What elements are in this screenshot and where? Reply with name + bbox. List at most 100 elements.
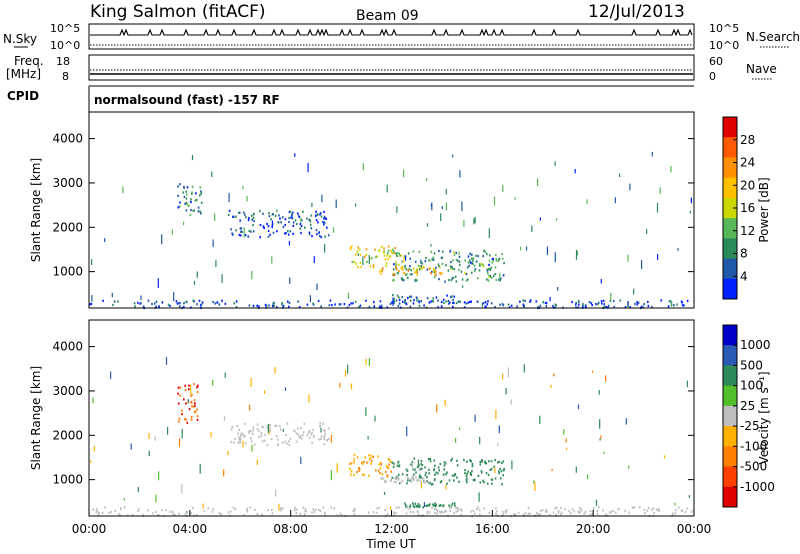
velocity-point	[466, 477, 468, 480]
velocity-point	[417, 479, 420, 482]
velocity-point	[419, 504, 421, 507]
power-point	[482, 302, 485, 305]
power-point	[332, 227, 335, 233]
velocity-point	[502, 474, 504, 477]
velocity-point	[246, 510, 249, 513]
power-point	[445, 264, 447, 267]
power-point	[660, 299, 662, 302]
power-point	[603, 303, 605, 306]
power-point	[433, 270, 435, 273]
power-point	[401, 266, 403, 269]
power-point	[243, 211, 245, 214]
power-point	[555, 304, 557, 307]
power-point	[395, 252, 397, 255]
velocity-point	[234, 508, 237, 511]
power-colorbar-segment	[723, 137, 737, 158]
power-point	[398, 263, 400, 266]
power-point	[614, 197, 616, 204]
power-point	[245, 216, 247, 219]
power-point	[578, 303, 580, 306]
velocity-xtick-label: 04:00	[173, 522, 208, 536]
power-point	[309, 219, 312, 222]
velocity-xtick-label: 16:00	[475, 522, 510, 536]
velocity-point	[172, 514, 175, 517]
velocity-ytick-label: 2000	[52, 428, 83, 442]
power-point	[524, 299, 526, 302]
velocity-point	[436, 512, 438, 515]
velocity-point	[361, 462, 364, 465]
velocity-point	[395, 478, 398, 481]
power-point	[438, 249, 440, 253]
power-point	[471, 271, 473, 274]
velocity-point	[498, 425, 500, 434]
velocity-point	[377, 455, 379, 458]
velocity-point	[464, 472, 466, 475]
velocity-point	[350, 473, 352, 476]
velocity-point	[349, 467, 351, 470]
power-point	[603, 305, 606, 309]
power-point	[308, 233, 311, 236]
velocity-point	[444, 399, 446, 407]
velocity-point	[497, 461, 499, 464]
velocity-point	[130, 443, 132, 450]
velocity-point	[190, 401, 193, 404]
power-point	[316, 213, 319, 216]
power-point	[314, 214, 317, 217]
velocity-point	[264, 439, 266, 442]
velocity-point	[137, 487, 139, 493]
power-point	[324, 217, 327, 220]
power-point	[422, 265, 425, 268]
power-point	[469, 259, 471, 262]
velocity-point	[478, 492, 480, 502]
power-point	[393, 273, 395, 276]
power-point	[440, 256, 443, 259]
power-point	[403, 257, 405, 260]
power-colorbar-tick-label: 12	[740, 224, 755, 238]
power-point	[523, 305, 525, 308]
velocity-point	[358, 467, 361, 471]
power-point	[601, 302, 603, 305]
velocity-colorbar-segment	[723, 385, 737, 407]
power-point	[196, 303, 198, 306]
power-point	[200, 201, 203, 204]
velocity-point	[324, 430, 326, 433]
power-point	[613, 299, 615, 303]
power-point	[362, 163, 364, 171]
velocity-point	[539, 415, 541, 424]
velocity-point	[563, 429, 565, 435]
power-point	[287, 300, 289, 303]
velocity-xtick-label: 08:00	[273, 522, 308, 536]
velocity-point	[502, 512, 505, 516]
power-point	[411, 273, 413, 276]
velocity-point	[341, 514, 343, 517]
velocity-point	[227, 511, 230, 514]
power-point	[452, 305, 454, 308]
velocity-point	[181, 409, 183, 412]
velocity-point	[688, 495, 690, 498]
velocity-point	[453, 474, 456, 477]
power-colorbar-tick-label: 8	[740, 247, 748, 261]
power-point	[365, 248, 368, 251]
velocity-point	[557, 509, 560, 513]
velocity-point	[546, 510, 548, 513]
velocity-ytick-label: 3000	[52, 384, 83, 398]
velocity-point	[353, 457, 355, 464]
velocity-xtick-label: 00:00	[677, 522, 712, 536]
velocity-point	[178, 417, 181, 420]
velocity-point	[464, 469, 466, 472]
velocity-point	[657, 508, 660, 511]
velocity-point	[605, 375, 607, 382]
freq-tick-bottom: 8	[62, 70, 69, 83]
power-point	[218, 303, 221, 306]
velocity-point	[279, 424, 281, 428]
velocity-point	[167, 426, 169, 435]
power-point	[392, 297, 394, 306]
power-point	[348, 303, 351, 307]
velocity-point	[398, 506, 400, 509]
velocity-point	[393, 513, 395, 516]
velocity-point	[266, 443, 269, 446]
power-point	[584, 305, 587, 308]
velocity-point	[684, 510, 687, 514]
velocity-point	[430, 483, 433, 486]
velocity-point	[158, 514, 160, 517]
